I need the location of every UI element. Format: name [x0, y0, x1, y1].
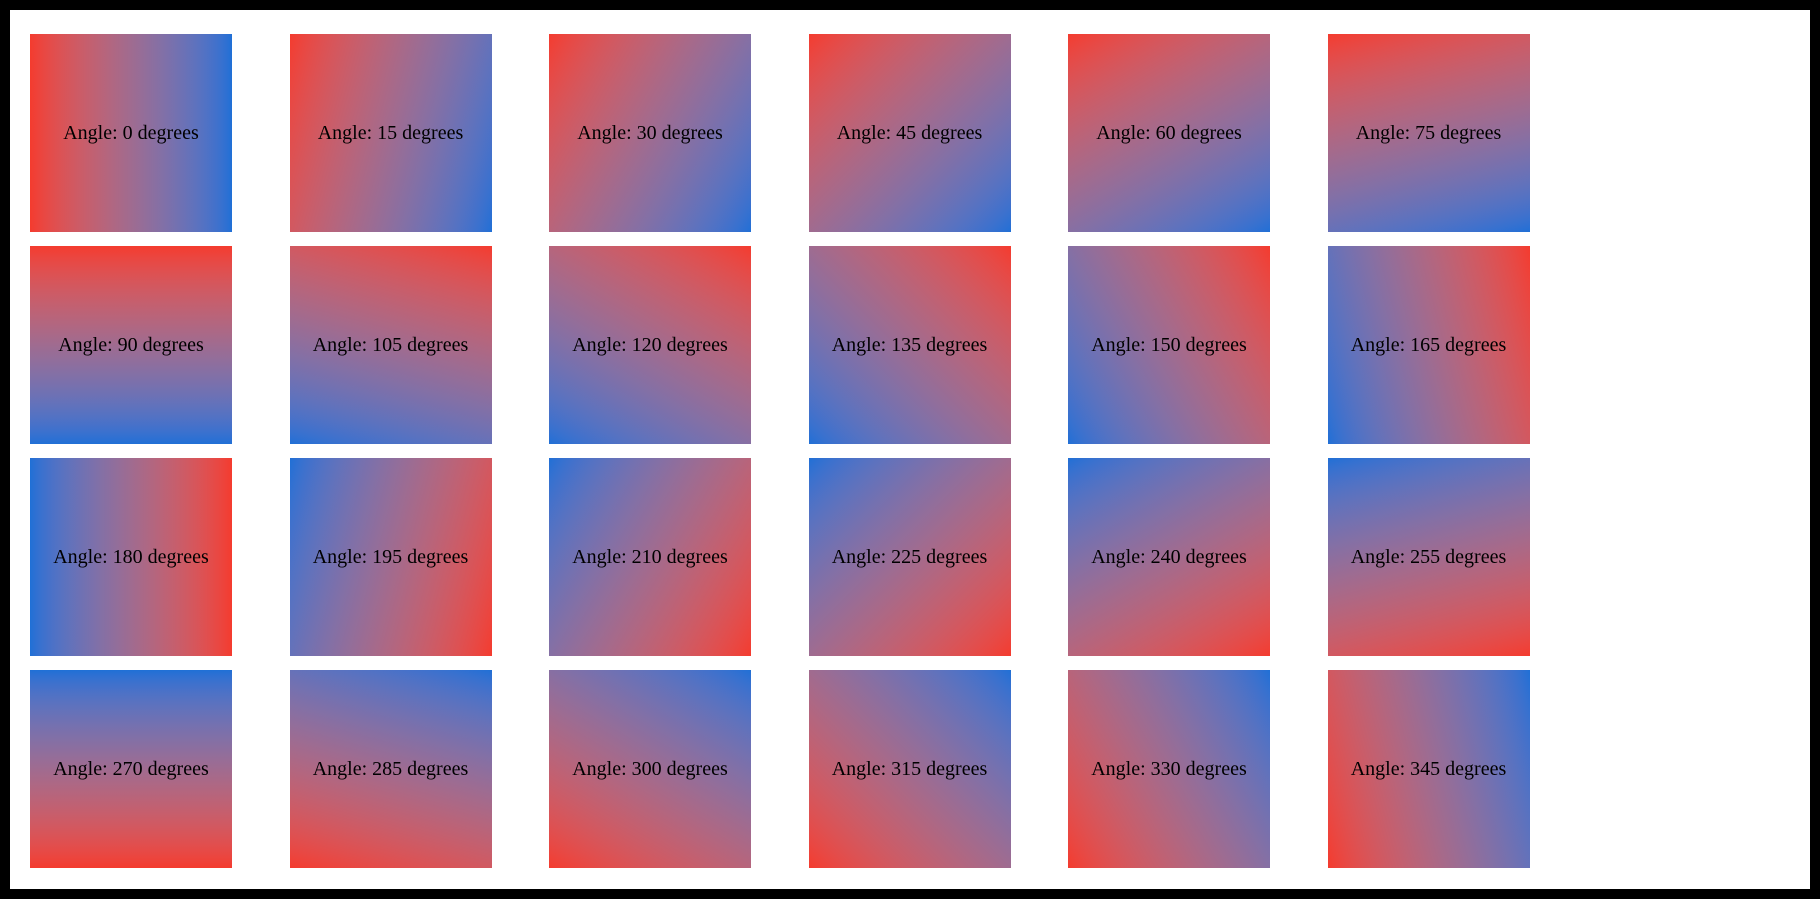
tile-label: Angle: 45 degrees	[836, 122, 983, 144]
tile-label: Angle: 30 degrees	[577, 122, 723, 144]
tile-label: Angle: 240 degrees	[1091, 546, 1247, 568]
gradient-tile-345: Angle: 345 degrees	[1327, 670, 1530, 868]
tile-label: Angle: 105 degrees	[312, 334, 469, 356]
gradient-tile-120: Angle: 120 degrees	[549, 246, 751, 444]
tile-label: Angle: 315 degrees	[831, 758, 988, 780]
gradient-tile-0: Angle: 0 degrees	[30, 34, 232, 232]
gradient-tile-225: Angle: 225 degrees	[808, 458, 1011, 656]
gradient-tile-135: Angle: 135 degrees	[808, 246, 1011, 444]
tile-label: Angle: 255 degrees	[1350, 546, 1507, 568]
tile-label: Angle: 135 degrees	[831, 334, 988, 356]
tile-label: Angle: 330 degrees	[1091, 758, 1247, 780]
tile-label: Angle: 285 degrees	[312, 758, 469, 780]
gradient-tile-30: Angle: 30 degrees	[549, 34, 751, 232]
tile-label: Angle: 150 degrees	[1091, 334, 1247, 356]
gradient-tile-210: Angle: 210 degrees	[549, 458, 751, 656]
tile-label: Angle: 300 degrees	[572, 758, 728, 780]
gradient-tile-270: Angle: 270 degrees	[30, 670, 232, 868]
tile-label: Angle: 180 degrees	[53, 546, 209, 568]
tile-label: Angle: 15 degrees	[317, 122, 464, 144]
gradient-tile-180: Angle: 180 degrees	[30, 458, 232, 656]
gradient-tile-240: Angle: 240 degrees	[1068, 458, 1270, 656]
tile-label: Angle: 195 degrees	[312, 546, 469, 568]
tile-label: Angle: 90 degrees	[58, 334, 204, 356]
tile-label: Angle: 345 degrees	[1350, 758, 1507, 780]
gradient-tile-165: Angle: 165 degrees	[1327, 246, 1530, 444]
gradient-tile-60: Angle: 60 degrees	[1068, 34, 1270, 232]
gradient-tile-285: Angle: 285 degrees	[289, 670, 492, 868]
tile-label: Angle: 165 degrees	[1350, 334, 1507, 356]
tile-label: Angle: 0 degrees	[63, 122, 199, 144]
gradient-tile-300: Angle: 300 degrees	[549, 670, 751, 868]
gradient-tile-15: Angle: 15 degrees	[289, 34, 492, 232]
gradient-tile-75: Angle: 75 degrees	[1327, 34, 1530, 232]
tile-label: Angle: 270 degrees	[53, 758, 209, 780]
tile-label: Angle: 210 degrees	[572, 546, 728, 568]
gradient-tile-150: Angle: 150 degrees	[1068, 246, 1270, 444]
tile-label: Angle: 75 degrees	[1355, 122, 1502, 144]
gradient-tile-315: Angle: 315 degrees	[808, 670, 1011, 868]
gradient-grid: Angle: 0 degrees Angle: 15 degrees Angle: …	[30, 34, 1530, 868]
gradient-tile-195: Angle: 195 degrees	[289, 458, 492, 656]
tile-label: Angle: 225 degrees	[831, 546, 988, 568]
gradient-tile-330: Angle: 330 degrees	[1068, 670, 1270, 868]
tile-label: Angle: 60 degrees	[1096, 122, 1242, 144]
tile-label: Angle: 120 degrees	[572, 334, 728, 356]
gradient-tile-90: Angle: 90 degrees	[30, 246, 232, 444]
gradient-tile-105: Angle: 105 degrees	[289, 246, 492, 444]
gradient-tile-255: Angle: 255 degrees	[1327, 458, 1530, 656]
gradient-tile-45: Angle: 45 degrees	[808, 34, 1011, 232]
